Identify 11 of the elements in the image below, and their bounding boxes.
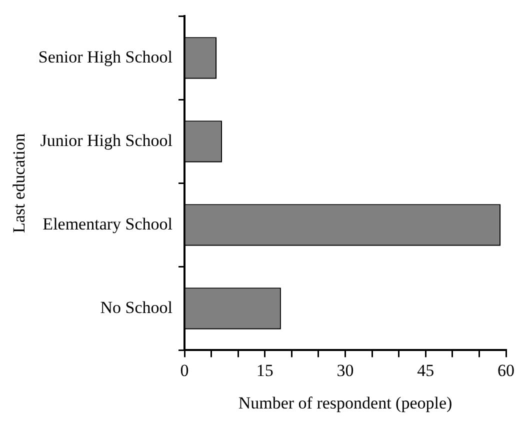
x-tick-label: 45 bbox=[417, 360, 434, 380]
y-axis-title: Last education bbox=[10, 132, 29, 234]
x-tick-label: 60 bbox=[498, 360, 514, 380]
x-tick-label: 30 bbox=[336, 360, 354, 380]
y-tick-label: Junior High School bbox=[40, 130, 173, 150]
y-tick-label: Elementary School bbox=[42, 214, 173, 234]
x-tick-label: 0 bbox=[180, 360, 189, 380]
x-axis-title: Number of respondent (people) bbox=[238, 393, 452, 412]
y-tick-label: Senior High School bbox=[38, 47, 173, 66]
y-tick-label: No School bbox=[100, 298, 173, 317]
x-tick-label: 15 bbox=[256, 360, 274, 380]
